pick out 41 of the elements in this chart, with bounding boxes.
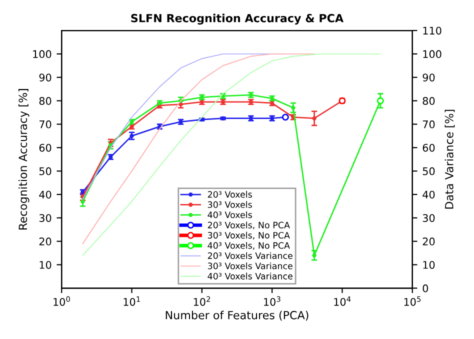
legend-label: 40³ Voxels Variance bbox=[208, 272, 292, 280]
y2-tick-label: 30 bbox=[422, 214, 435, 222]
y-tick-label: 20 bbox=[39, 238, 52, 246]
x-tick-label: 10$^{0}$ bbox=[54, 296, 70, 306]
y-tick-label: 60 bbox=[39, 144, 52, 152]
x-tick-label: 10$^{4}$ bbox=[334, 296, 351, 306]
legend-label: 30³ Voxels, No PCA bbox=[208, 232, 290, 240]
y2-tick-label: 10 bbox=[423, 260, 435, 269]
y2-tick-label: 110 bbox=[423, 26, 442, 35]
legend-label: 30³ Voxels bbox=[208, 201, 252, 208]
x-tick-label: 10$^{2}$ bbox=[194, 296, 210, 306]
y-tick-label: 30 bbox=[39, 214, 52, 222]
chart-title: SLFN Recognition Accuracy & PCA bbox=[131, 14, 344, 25]
legend-label: 20³ Voxels bbox=[208, 190, 252, 198]
y2-tick-label: 0 bbox=[422, 284, 428, 292]
y-axis-title: Recognition Accuracy [%] bbox=[18, 89, 30, 230]
x-tick-label: 10$^{3}$ bbox=[264, 296, 280, 306]
y2-axis-title: Data Variance [%] bbox=[444, 110, 455, 209]
x-tick-label: 10$^{5}$ bbox=[404, 296, 421, 306]
y2-tick-label: 70 bbox=[422, 120, 435, 128]
y-tick-label: 40 bbox=[39, 190, 52, 199]
y-tick-label: 90 bbox=[39, 74, 52, 82]
y2-tick-label: 90 bbox=[422, 74, 435, 82]
legend-label: 40³ Voxels, No PCA bbox=[208, 242, 290, 250]
x-tick-label: 10$^{1}$ bbox=[124, 296, 140, 306]
legend-label: 20³ Voxels, No PCA bbox=[208, 222, 290, 230]
legend-label: 40³ Voxels bbox=[208, 211, 252, 218]
y2-tick-label: 80 bbox=[422, 97, 435, 105]
y2-tick-label: 50 bbox=[422, 167, 435, 176]
y2-tick-label: 40 bbox=[422, 190, 435, 199]
legend-label: 30³ Voxels Variance bbox=[208, 262, 292, 270]
legend-label: 20³ Voxels Variance bbox=[208, 252, 292, 260]
y2-tick-label: 20 bbox=[422, 238, 435, 246]
x-axis-title: Number of Features (PCA) bbox=[166, 310, 308, 321]
y-tick-label: 10 bbox=[40, 260, 52, 269]
y-tick-label: 50 bbox=[39, 167, 52, 176]
y2-tick-label: 100 bbox=[423, 50, 442, 58]
y-tick-label: 100 bbox=[33, 50, 52, 58]
y2-tick-label: 60 bbox=[422, 144, 435, 152]
y-tick-label: 70 bbox=[39, 120, 52, 128]
y-tick-label: 80 bbox=[39, 97, 52, 105]
